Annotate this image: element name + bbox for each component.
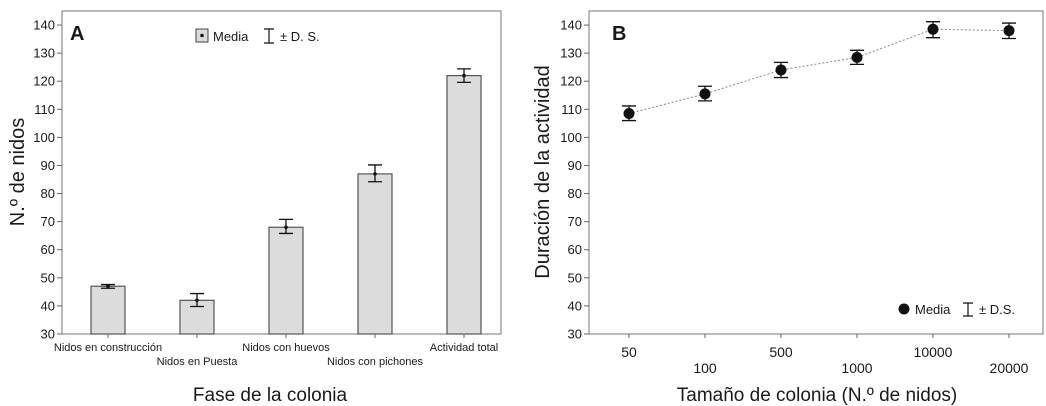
x-tick-label: Actividad total [430, 342, 498, 354]
legend-error-label: ± D.S. [979, 302, 1015, 317]
mean-dot [106, 284, 110, 289]
panel-b: B 30 40 50 60 70 80 90 100 110 120 130 140 50 100 500… [532, 10, 1044, 406]
x-tick-label: 50 [621, 344, 637, 360]
data-point [851, 51, 863, 63]
legend-mean-marker [898, 303, 910, 315]
x-tick-label: 10000 [914, 344, 953, 360]
data-point [699, 88, 711, 100]
x-axis-label: Tamaño de colonia (N.º de nidos) [677, 385, 957, 406]
y-tick-label: 140 [33, 18, 55, 33]
x-tick-label: 500 [769, 344, 793, 360]
data-point [927, 23, 939, 35]
y-tick-label: 120 [560, 74, 582, 89]
y-tick-label: 90 [41, 158, 55, 173]
x-tick-label: 1000 [841, 360, 872, 376]
y-tick-label: 100 [33, 130, 55, 145]
y-tick-label: 110 [561, 102, 582, 117]
x-axis-label: Fase de la colonia [193, 385, 348, 406]
legend-mean-label: Media [213, 29, 249, 44]
y-tick-label: 90 [568, 158, 582, 173]
y-tick-label: 70 [568, 214, 582, 229]
bars [90, 68, 482, 335]
mean-dot [284, 225, 288, 230]
y-tick-label: 130 [560, 46, 582, 61]
connecting-line [628, 28, 1010, 115]
panel-letter: B [612, 23, 626, 45]
mean-dot [373, 172, 377, 176]
y-tick-label: 80 [568, 186, 582, 201]
bar [446, 74, 482, 335]
legend-error-label: ± D. S. [280, 29, 320, 44]
y-axis-label: N.º de nidos [7, 118, 29, 226]
x-tick-label: 20000 [990, 360, 1029, 376]
y-tick-label: 50 [41, 270, 55, 285]
x-tick-label: Nidos en construcción [54, 342, 162, 354]
data-point [623, 108, 635, 120]
y-tick-label: 130 [33, 46, 55, 61]
y-ticks: 30 40 50 60 70 80 90 100 110 120 130 140 [560, 18, 589, 342]
x-tick-labels: 50 100 500 1000 10000 20000 [621, 334, 1029, 376]
bar [90, 285, 126, 335]
x-tick-label: Nidos en Puesta [157, 356, 239, 368]
y-tick-label: 60 [41, 242, 55, 257]
y-tick-label: 60 [568, 242, 582, 257]
y-tick-label: 30 [41, 327, 55, 342]
bar [268, 226, 304, 335]
panel-letter: A [70, 23, 84, 45]
data-point [1003, 25, 1015, 37]
plot-frame [588, 10, 1044, 335]
y-tick-label: 40 [41, 298, 55, 313]
legend: Media ± D.S. [898, 302, 1015, 317]
mean-dot [195, 298, 199, 303]
y-tick-label: 100 [560, 130, 582, 145]
y-tick-label: 40 [568, 298, 582, 313]
x-tick-label: 100 [693, 360, 717, 376]
data-point [775, 64, 787, 76]
y-axis-label: Duración de la actividad [532, 65, 554, 278]
y-tick-label: 30 [568, 327, 582, 342]
y-tick-label: 110 [34, 102, 55, 117]
y-tick-label: 70 [41, 214, 55, 229]
bar [357, 173, 393, 335]
y-tick-label: 120 [33, 74, 55, 89]
legend: Media ± D. S. [195, 28, 320, 44]
mean-dot [462, 73, 466, 78]
panel-a: A 30 40 50 60 70 80 90 100 110 120 130 140 Nidos en… [7, 10, 502, 406]
y-tick-label: 50 [568, 270, 582, 285]
y-tick-label: 140 [560, 18, 582, 33]
legend-error-icon [264, 28, 274, 44]
x-tick-label: Nidos con pichones [327, 356, 424, 368]
y-tick-label: 80 [41, 186, 55, 201]
points [622, 21, 1016, 122]
y-ticks: 30 40 50 60 70 80 90 100 110 120 130 140 [33, 18, 62, 342]
legend-mean-label: Media [915, 302, 951, 317]
x-tick-label: Nidos con huevos [242, 342, 330, 354]
legend-mean-dot [200, 33, 204, 38]
legend-error-icon [963, 302, 973, 317]
